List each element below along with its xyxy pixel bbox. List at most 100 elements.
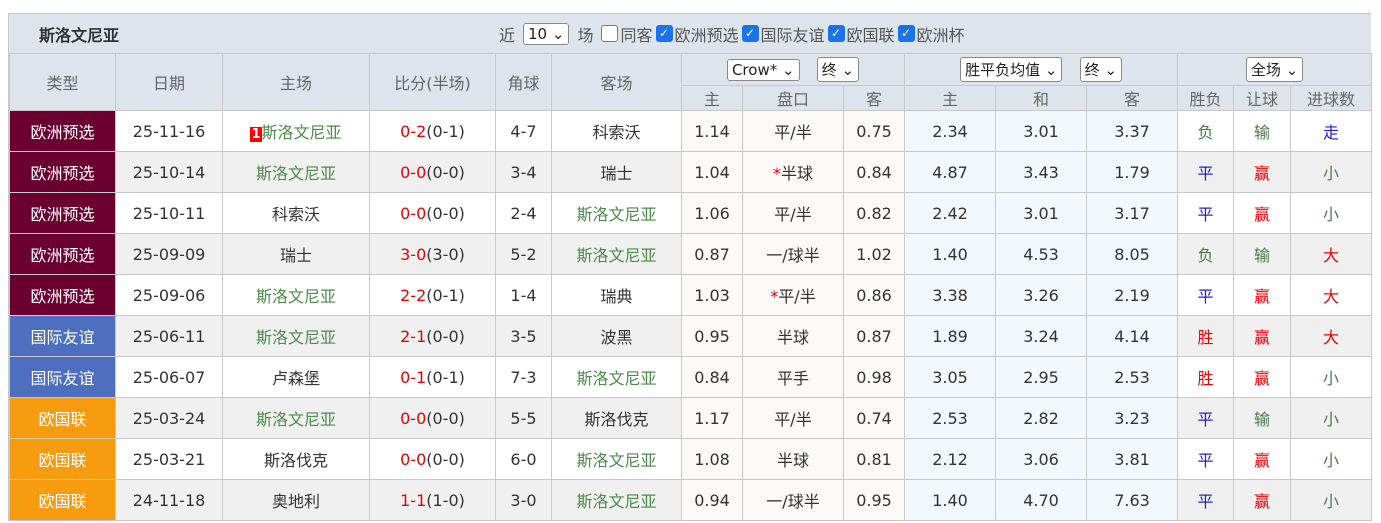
avg-win-value: 3.38 <box>932 285 968 305</box>
away-team[interactable]: 瑞典 <box>551 274 682 316</box>
away-team-name[interactable]: 瑞典 <box>600 287 633 306</box>
score[interactable]: 0-1(0-1) <box>369 356 496 398</box>
home-team-name[interactable]: 奥地利 <box>271 492 320 511</box>
away-team[interactable]: 斯洛文尼亚 <box>551 233 682 275</box>
score[interactable]: 2-1(0-0) <box>369 315 496 357</box>
match-type-label[interactable]: 国际友谊 <box>30 328 95 347</box>
score[interactable]: 2-2(0-1) <box>369 274 496 316</box>
match-type-label[interactable]: 国际友谊 <box>30 369 95 388</box>
match-type-label[interactable]: 欧国联 <box>38 492 87 511</box>
score[interactable]: 0-2(0-1) <box>369 110 496 152</box>
home-team[interactable]: 斯洛文尼亚 <box>222 315 370 357</box>
full-time-score[interactable]: 1-1 <box>400 490 427 510</box>
home-team[interactable]: 斯洛文尼亚 <box>222 397 370 439</box>
match-type[interactable]: 欧洲预选 <box>9 192 116 234</box>
away-team[interactable]: 斯洛文尼亚 <box>551 192 682 234</box>
home-team-name[interactable]: 卢森堡 <box>271 369 320 388</box>
odds-time-select[interactable]: 终 ⌄ <box>816 57 860 82</box>
match-type[interactable]: 国际友谊 <box>9 356 116 398</box>
score[interactable]: 3-0(3-0) <box>369 233 496 275</box>
match-type[interactable]: 欧国联 <box>9 438 116 480</box>
match-type[interactable]: 欧洲预选 <box>9 110 116 152</box>
away-team[interactable]: 瑞士 <box>551 151 682 193</box>
match-type[interactable]: 欧洲预选 <box>9 151 116 193</box>
full-time-score[interactable]: 0-0 <box>400 203 427 223</box>
full-time-score[interactable]: 0-2 <box>400 121 427 141</box>
score[interactable]: 0-0(0-0) <box>369 438 496 480</box>
away-team-name[interactable]: 斯洛文尼亚 <box>576 492 657 511</box>
filter-label[interactable]: 欧国联 <box>846 25 895 45</box>
match-type-label[interactable]: 欧洲预选 <box>30 164 95 183</box>
away-team[interactable]: 斯洛文尼亚 <box>551 438 682 480</box>
full-time-score[interactable]: 3-0 <box>400 244 427 264</box>
home-team[interactable]: 斯洛文尼亚 <box>222 151 370 193</box>
match-type-label[interactable]: 欧国联 <box>38 451 87 470</box>
odds-away-value: 1.02 <box>856 244 892 264</box>
home-team-name[interactable]: 斯洛文尼亚 <box>255 328 336 347</box>
filter-checkbox[interactable] <box>601 25 619 42</box>
recent-count-select[interactable]: 10 ⌄ <box>523 22 570 45</box>
filter-label[interactable]: 欧洲预选 <box>674 25 739 45</box>
away-team-name[interactable]: 波黑 <box>600 328 633 347</box>
score[interactable]: 0-0(0-0) <box>369 397 496 439</box>
avg-time-select[interactable]: 终 ⌄ <box>1079 57 1122 82</box>
away-team[interactable]: 波黑 <box>551 315 682 357</box>
match-type[interactable]: 欧洲预选 <box>9 274 116 316</box>
filter-label[interactable]: 欧洲杯 <box>916 25 965 45</box>
match-type[interactable]: 欧国联 <box>9 479 116 521</box>
avg-select[interactable]: 胜平负均值 ⌄ <box>960 57 1063 82</box>
home-team[interactable]: 奥地利 <box>222 479 370 521</box>
away-team-name[interactable]: 斯洛文尼亚 <box>576 451 657 470</box>
away-team-name[interactable]: 斯洛文尼亚 <box>576 246 657 265</box>
match-type-label[interactable]: 欧洲预选 <box>30 205 95 224</box>
home-team[interactable]: 科索沃 <box>222 192 370 234</box>
filter-checkbox[interactable]: ✓ <box>897 25 915 42</box>
result-text: 胜 <box>1197 328 1214 347</box>
filter-label[interactable]: 国际友谊 <box>760 25 825 45</box>
home-team-name[interactable]: 斯洛文尼亚 <box>261 123 342 142</box>
filter-label[interactable]: 同客 <box>620 25 653 45</box>
col-date: 日期 <box>115 53 223 111</box>
period-select[interactable]: 全场 ⌄ <box>1245 57 1304 82</box>
match-type[interactable]: 欧国联 <box>9 397 116 439</box>
home-team-name[interactable]: 科索沃 <box>271 205 320 224</box>
full-time-score[interactable]: 0-0 <box>400 408 427 428</box>
match-type-label[interactable]: 欧洲预选 <box>30 287 95 306</box>
score[interactable]: 0-0(0-0) <box>369 151 496 193</box>
home-team[interactable]: 卢森堡 <box>222 356 370 398</box>
away-team[interactable]: 斯洛文尼亚 <box>551 479 682 521</box>
away-team[interactable]: 科索沃 <box>551 110 682 152</box>
home-team[interactable]: 1斯洛文尼亚 <box>222 110 370 152</box>
home-team-name[interactable]: 斯洛文尼亚 <box>255 287 336 306</box>
full-time-score[interactable]: 0-0 <box>400 449 427 469</box>
away-team[interactable]: 斯洛伐克 <box>551 397 682 439</box>
match-type-label[interactable]: 欧国联 <box>38 410 87 429</box>
full-time-score[interactable]: 2-2 <box>400 285 427 305</box>
away-team-name[interactable]: 瑞士 <box>600 164 633 183</box>
match-type[interactable]: 国际友谊 <box>9 315 116 357</box>
filter-checkbox[interactable]: ✓ <box>741 25 759 42</box>
full-time-score[interactable]: 0-0 <box>400 162 427 182</box>
away-team[interactable]: 斯洛文尼亚 <box>551 356 682 398</box>
filter-checkbox[interactable]: ✓ <box>655 25 673 42</box>
match-type-label[interactable]: 欧洲预选 <box>30 123 95 142</box>
match-type-label[interactable]: 欧洲预选 <box>30 246 95 265</box>
home-team-name[interactable]: 瑞士 <box>279 246 312 265</box>
score[interactable]: 0-0(0-0) <box>369 192 496 234</box>
match-type[interactable]: 欧洲预选 <box>9 233 116 275</box>
home-team[interactable]: 瑞士 <box>222 233 370 275</box>
home-team[interactable]: 斯洛伐克 <box>222 438 370 480</box>
full-time-score[interactable]: 2-1 <box>400 326 427 346</box>
away-team-name[interactable]: 斯洛文尼亚 <box>576 205 657 224</box>
away-team-name[interactable]: 科索沃 <box>592 123 641 142</box>
filter-checkbox[interactable]: ✓ <box>827 25 845 42</box>
home-team-name[interactable]: 斯洛文尼亚 <box>255 410 336 429</box>
home-team-name[interactable]: 斯洛文尼亚 <box>255 164 336 183</box>
home-team[interactable]: 斯洛文尼亚 <box>222 274 370 316</box>
score[interactable]: 1-1(1-0) <box>369 479 496 521</box>
home-team-name[interactable]: 斯洛伐克 <box>263 451 328 470</box>
odds-company-select[interactable]: Crow* ⌄ <box>726 59 800 81</box>
away-team-name[interactable]: 斯洛文尼亚 <box>576 369 657 388</box>
away-team-name[interactable]: 斯洛伐克 <box>584 410 649 429</box>
full-time-score[interactable]: 0-1 <box>400 367 427 387</box>
